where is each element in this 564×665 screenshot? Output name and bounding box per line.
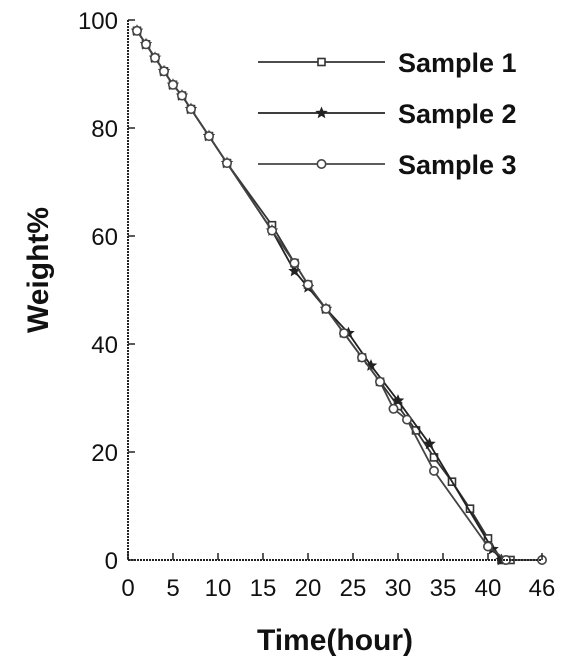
x-tick-label: 35 bbox=[430, 575, 457, 602]
data-point bbox=[132, 25, 143, 36]
data-point bbox=[356, 352, 367, 363]
legend-label: Sample 3 bbox=[398, 150, 517, 180]
legend-marker bbox=[316, 159, 327, 170]
data-point bbox=[289, 257, 300, 268]
data-point bbox=[266, 225, 277, 236]
x-tick-label: 46 bbox=[529, 575, 556, 602]
data-point bbox=[141, 39, 152, 50]
x-tick-label: 25 bbox=[340, 575, 367, 602]
legend-entry-3: Sample 3 bbox=[258, 150, 517, 180]
x-tick-label: 40 bbox=[475, 575, 502, 602]
data-point bbox=[177, 90, 188, 101]
data-point bbox=[168, 79, 179, 90]
data-point bbox=[423, 437, 436, 450]
y-axis-title: Weight% bbox=[22, 207, 55, 333]
legend-label: Sample 1 bbox=[398, 48, 517, 78]
series-3 bbox=[132, 25, 547, 565]
data-point bbox=[302, 279, 313, 290]
data-point bbox=[150, 52, 161, 63]
x-tick-label: 20 bbox=[295, 575, 322, 602]
data-point bbox=[388, 403, 399, 414]
data-point bbox=[186, 104, 197, 115]
data-point bbox=[222, 158, 233, 169]
y-tick-label: 60 bbox=[91, 224, 118, 251]
legend-entry-2: Sample 2 bbox=[258, 99, 517, 129]
data-point bbox=[391, 394, 405, 406]
y-tick-label: 80 bbox=[91, 116, 118, 143]
y-tick-label: 40 bbox=[91, 332, 118, 359]
legend: Sample 1 Sample 2 Sample 3 bbox=[258, 48, 517, 180]
legend-marker bbox=[315, 106, 328, 119]
y-tick-label: 0 bbox=[105, 548, 118, 575]
series-line bbox=[136, 30, 542, 561]
legend-entry-1: Sample 1 bbox=[258, 48, 517, 78]
x-tick-label: 15 bbox=[250, 575, 277, 602]
axes bbox=[127, 19, 543, 561]
data-point bbox=[204, 131, 215, 142]
x-tick-label: 30 bbox=[385, 575, 412, 602]
x-tick-label: 10 bbox=[205, 575, 232, 602]
data-point bbox=[428, 465, 439, 476]
x-tick-label: 5 bbox=[166, 575, 179, 602]
legend-marker bbox=[317, 57, 326, 67]
x-axis-title: Time(hour) bbox=[257, 624, 413, 657]
data-point bbox=[482, 541, 493, 552]
x-tick-label: 0 bbox=[121, 575, 134, 602]
data-point bbox=[159, 66, 170, 77]
data-point bbox=[374, 376, 385, 387]
legend-label: Sample 2 bbox=[398, 99, 517, 129]
tick-labels: 0 5 10 15 20 25 30 35 40 46 0 20 40 60 80 100 bbox=[78, 8, 555, 602]
y-tick-label: 100 bbox=[78, 8, 118, 35]
data-point bbox=[338, 328, 349, 339]
y-tick-label: 20 bbox=[91, 440, 118, 467]
data-point bbox=[320, 303, 331, 314]
data-point bbox=[401, 414, 412, 425]
